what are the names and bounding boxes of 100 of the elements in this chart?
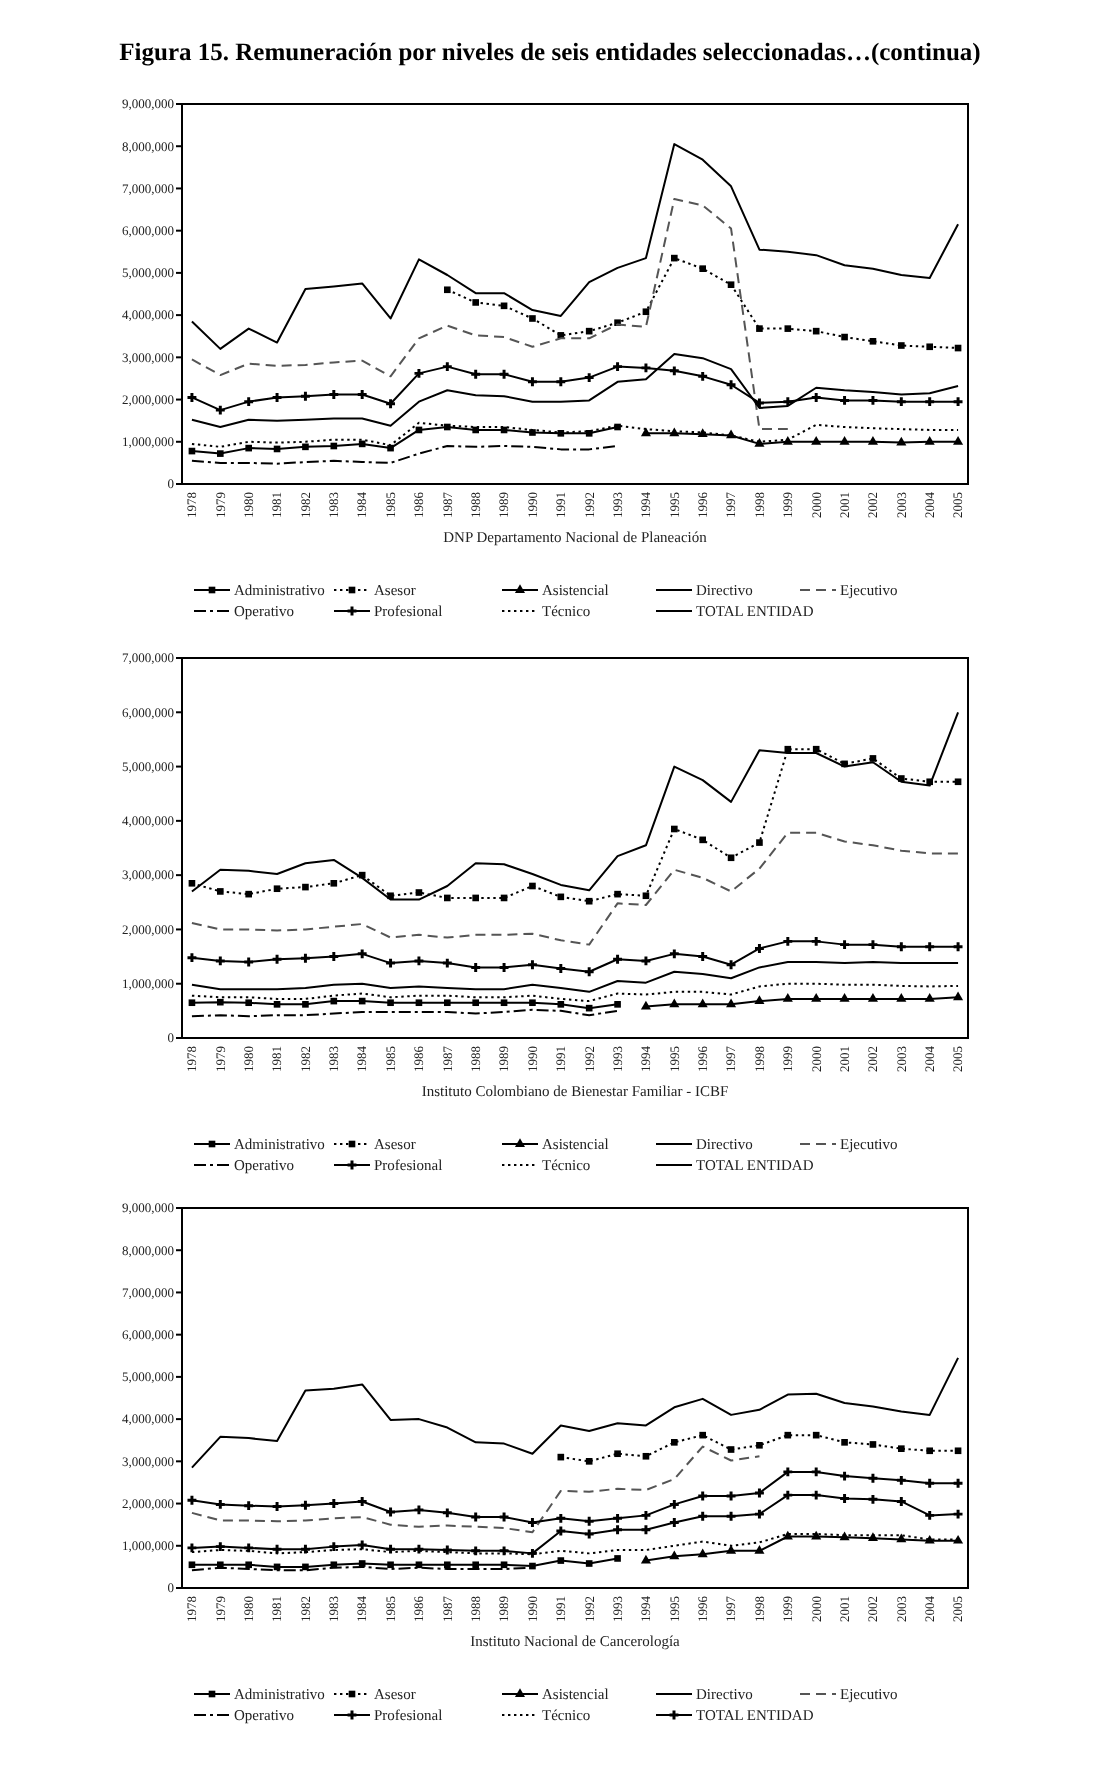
point: [415, 889, 423, 896]
point: [783, 1490, 793, 1500]
point: [953, 397, 963, 407]
point: [273, 885, 281, 893]
point: [585, 897, 593, 905]
chart-title: Figura 15. Remuneración por niveles de seis entidades seleccionadas…(continua): [119, 38, 981, 66]
point: [727, 854, 735, 862]
point: [867, 435, 878, 445]
point: [613, 1513, 623, 1523]
point: [839, 993, 850, 1002]
point: [529, 315, 536, 322]
point: [187, 953, 197, 963]
line-series: [190, 421, 960, 452]
point: [726, 960, 736, 970]
line-series: [190, 961, 960, 993]
point: [215, 405, 225, 415]
point: [896, 1475, 906, 1485]
point: [926, 1447, 934, 1455]
point: [840, 1471, 850, 1481]
point: [841, 1439, 848, 1446]
point: [527, 1518, 537, 1528]
point: [641, 363, 651, 373]
point: [414, 956, 424, 966]
point: [669, 1499, 679, 1509]
point: [671, 254, 678, 262]
point: [868, 1473, 878, 1483]
point: [557, 893, 565, 901]
point: [557, 1001, 565, 1008]
point: [188, 1561, 196, 1569]
point: [300, 1544, 310, 1554]
point: [953, 1509, 963, 1519]
point: [953, 435, 964, 445]
line-series: [190, 352, 960, 428]
point: [754, 943, 764, 953]
point: [357, 390, 367, 399]
point: [614, 1001, 621, 1008]
point: [300, 1500, 310, 1510]
point: [754, 1545, 765, 1554]
point: [500, 999, 508, 1007]
point: [812, 327, 820, 335]
point: [924, 435, 935, 445]
point: [727, 1446, 735, 1453]
point: [415, 999, 423, 1007]
point: [442, 958, 452, 968]
point: [896, 1496, 906, 1506]
point: [500, 1561, 508, 1569]
point: [613, 954, 623, 964]
point: [584, 1516, 594, 1526]
point: [272, 954, 282, 964]
point: [953, 991, 964, 1001]
point: [556, 964, 566, 973]
point: [896, 942, 906, 952]
point: [898, 1445, 905, 1452]
point: [811, 435, 822, 445]
point: [414, 1544, 424, 1554]
point: [697, 998, 708, 1008]
point: [841, 333, 848, 341]
point: [557, 1453, 565, 1461]
point: [358, 440, 366, 448]
point: [300, 953, 310, 963]
point: [272, 392, 282, 402]
point: [414, 368, 424, 378]
point: [641, 1510, 651, 1520]
point: [811, 1490, 821, 1500]
point: [784, 325, 792, 332]
point: [756, 839, 763, 846]
point: [330, 997, 338, 1005]
point: [925, 397, 935, 407]
point: [898, 342, 905, 349]
point: [188, 999, 196, 1007]
point: [585, 1004, 593, 1012]
point: [557, 430, 565, 437]
point: [642, 1452, 650, 1460]
point: [868, 1494, 878, 1504]
point: [840, 1494, 850, 1503]
point: [782, 435, 793, 445]
point: [584, 373, 594, 383]
point: [585, 1560, 593, 1567]
point: [669, 1550, 680, 1560]
point: [671, 825, 678, 833]
point: [330, 879, 338, 887]
point: [839, 435, 850, 445]
line-series: [190, 831, 960, 946]
point: [812, 745, 820, 753]
point: [215, 1542, 225, 1552]
point: [244, 1543, 254, 1553]
point: [499, 1512, 509, 1522]
point: [529, 882, 536, 890]
point: [443, 1561, 451, 1569]
point: [272, 1502, 282, 1511]
point: [727, 281, 735, 289]
point: [386, 399, 396, 409]
point: [216, 998, 224, 1006]
point: [245, 999, 252, 1007]
point: [726, 1545, 737, 1554]
point: [471, 1546, 481, 1556]
point: [699, 1431, 707, 1439]
point: [754, 995, 765, 1004]
point: [924, 993, 935, 1002]
point: [640, 1000, 651, 1010]
